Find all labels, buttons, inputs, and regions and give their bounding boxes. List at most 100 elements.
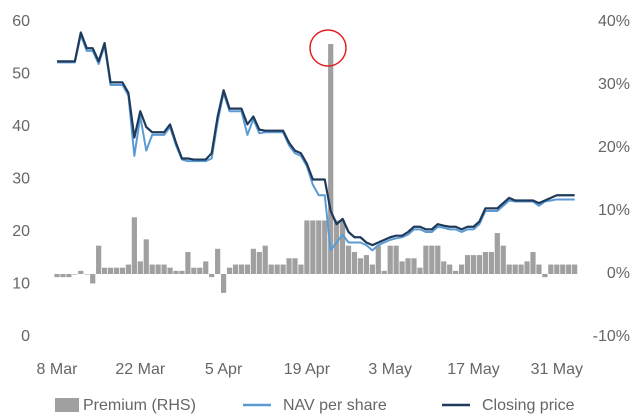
bar — [54, 274, 60, 278]
bar — [238, 264, 245, 274]
bar — [304, 220, 310, 274]
bar — [143, 239, 149, 274]
bar — [459, 264, 465, 274]
bar — [548, 264, 554, 274]
bar — [244, 264, 250, 274]
bar — [131, 217, 137, 274]
bar — [173, 270, 179, 274]
bar — [363, 255, 369, 274]
x-tick-label: 8 Mar — [37, 361, 79, 378]
x-tick-label: 19 Apr — [284, 361, 331, 378]
bar — [494, 233, 500, 274]
bar — [316, 220, 322, 274]
bar — [447, 264, 453, 274]
bar — [393, 245, 399, 274]
bar — [221, 274, 227, 293]
bar — [256, 251, 262, 274]
y2-tick-label: 0% — [607, 265, 630, 282]
bar — [298, 264, 304, 274]
bar — [381, 270, 387, 274]
y2-tick-label: 20% — [598, 139, 630, 156]
y-tick-label: 50 — [12, 66, 30, 83]
bar — [137, 261, 143, 274]
bar — [96, 245, 102, 274]
y-tick-label: 40 — [12, 118, 30, 135]
legend-swatch — [55, 398, 79, 412]
bar — [250, 248, 256, 274]
bar — [226, 267, 233, 274]
bar — [512, 264, 518, 274]
legend-label: Closing price — [482, 397, 575, 414]
bar — [322, 220, 328, 274]
bar — [530, 251, 536, 274]
y-tick-label: 0 — [21, 328, 30, 345]
bar — [405, 258, 411, 274]
bar — [203, 261, 209, 274]
x-tick-label: 5 Apr — [205, 361, 243, 378]
bar — [215, 248, 221, 274]
bar — [357, 258, 364, 274]
bar — [554, 264, 560, 274]
bar — [107, 267, 114, 274]
bar — [506, 264, 512, 274]
bar — [470, 255, 477, 274]
y2-tick-label: 30% — [598, 76, 630, 93]
bar — [560, 264, 566, 274]
legend-label: Premium (RHS) — [83, 397, 196, 414]
x-tick-label: 17 May — [447, 361, 499, 378]
bar — [566, 264, 572, 274]
y-tick-label: 20 — [12, 223, 30, 240]
bar — [197, 267, 203, 274]
bar — [482, 251, 488, 274]
bar — [119, 267, 126, 274]
bar — [476, 255, 483, 274]
x-tick-label: 31 May — [531, 361, 583, 378]
bar — [340, 220, 346, 274]
line — [57, 34, 575, 252]
bar — [464, 255, 471, 274]
bar — [167, 267, 173, 274]
bar — [399, 261, 405, 274]
bar — [232, 264, 239, 274]
y-tick-label: 60 — [12, 13, 30, 30]
bar — [441, 261, 447, 274]
bar — [453, 270, 459, 274]
y2-tick-label: -10% — [593, 328, 630, 345]
bar — [518, 264, 524, 274]
bar — [334, 220, 340, 274]
bar — [185, 251, 191, 274]
bar — [209, 274, 215, 278]
y-tick-label: 30 — [12, 171, 30, 188]
bar — [72, 274, 78, 275]
bar — [429, 245, 435, 274]
y2-tick-label: 40% — [598, 13, 630, 30]
bar — [268, 264, 274, 274]
bar — [262, 245, 268, 274]
bar — [90, 274, 96, 284]
bar — [375, 245, 381, 274]
bar — [572, 264, 578, 274]
bar — [274, 264, 280, 274]
bar — [84, 274, 90, 275]
x-tick-label: 3 May — [368, 361, 412, 378]
bar — [161, 264, 167, 274]
bar — [536, 264, 542, 274]
bar — [280, 264, 286, 274]
bar — [387, 245, 393, 274]
y-tick-label: 10 — [12, 276, 30, 293]
bar — [191, 267, 197, 274]
bar — [423, 245, 429, 274]
x-tick-label: 22 Mar — [115, 361, 165, 378]
bar — [345, 245, 352, 274]
bar — [78, 270, 84, 274]
bar — [351, 251, 358, 274]
bar — [310, 220, 316, 274]
bar — [113, 267, 120, 274]
bar — [149, 264, 155, 274]
bar — [328, 44, 334, 274]
bar — [286, 258, 292, 274]
highlight-circle — [309, 29, 347, 67]
bar — [500, 245, 506, 274]
bar — [292, 258, 298, 274]
